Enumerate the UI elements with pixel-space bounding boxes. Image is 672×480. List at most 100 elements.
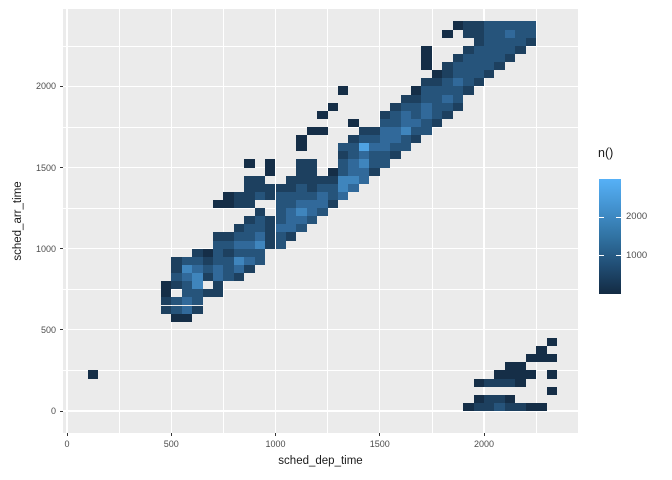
bin2d-tile	[442, 102, 453, 111]
bin2d-tile	[212, 273, 224, 282]
bin2d-tile	[442, 86, 453, 95]
bin2d-tile	[265, 191, 276, 200]
bin2d-tile	[202, 248, 213, 257]
bin2d-tile	[504, 21, 516, 30]
bin2d-tile	[484, 45, 495, 54]
bin2d-tile	[421, 78, 432, 87]
gridline-major-y	[63, 329, 578, 331]
bin2d-tile	[212, 264, 224, 274]
legend-tick-mark	[616, 255, 621, 257]
bin2d-tile	[400, 126, 412, 136]
bin2d-tile	[431, 110, 443, 119]
bin2d-tile	[348, 183, 359, 192]
gridline-major-y	[63, 166, 578, 169]
bin2d-tile	[494, 402, 505, 411]
bin2d-tile	[338, 191, 349, 200]
bin2d-tile	[452, 78, 464, 87]
bin2d-tile	[504, 29, 516, 38]
bin2d-tile	[348, 175, 359, 184]
bin2d-tile	[317, 183, 328, 192]
bin2d-tile	[296, 183, 307, 192]
bin2d-tile	[212, 248, 224, 257]
bin2d-tile	[348, 118, 359, 127]
bin2d-tile	[431, 94, 443, 103]
y-axis-tick	[59, 410, 63, 412]
bin2d-tile	[296, 224, 307, 233]
bin2d-tile	[244, 191, 255, 200]
gridline-major-x	[483, 9, 485, 433]
bin2d-tile	[317, 175, 328, 184]
bin2d-tile	[244, 240, 255, 249]
bin2d-tile	[296, 167, 307, 176]
bin2d-tile	[160, 281, 172, 290]
bin2d-tile	[358, 135, 370, 144]
bin2d-tile	[181, 313, 193, 322]
bin2d-tile	[463, 21, 474, 30]
gridline-minor-y	[63, 45, 578, 47]
bin2d-tile	[317, 126, 328, 136]
y-axis-tick	[59, 329, 63, 331]
bin2d-tile	[244, 256, 255, 265]
bin2d-tile	[504, 394, 516, 403]
bin2d-tile	[515, 402, 526, 411]
bin2d-tile	[431, 118, 443, 127]
bin2d-tile	[212, 256, 224, 265]
bin2d-tile	[244, 200, 255, 209]
bin2d-tile	[244, 232, 255, 241]
bin2d-tile	[348, 143, 359, 152]
bin2d-tile	[463, 86, 474, 95]
bin2d-tile	[244, 248, 255, 257]
bin2d-tile	[358, 151, 370, 160]
x-axis-tick	[275, 433, 276, 436]
bin2d-tile	[265, 167, 276, 176]
bin2d-tile	[254, 248, 266, 257]
bin2d-tile	[494, 21, 505, 30]
bin2d-tile	[233, 273, 245, 282]
bin2d-tile	[244, 159, 255, 168]
gridline-minor-y	[63, 207, 578, 209]
bin2d-tile	[233, 200, 245, 209]
bin2d-tile	[306, 200, 318, 209]
bin2d-tile	[546, 386, 557, 395]
bin2d-tile	[296, 191, 307, 200]
bin2d-tile	[202, 264, 213, 274]
bin2d-tile	[285, 216, 297, 225]
bin2d-tile	[452, 102, 464, 111]
bin2d-tile	[421, 86, 432, 95]
bin2d-tile	[275, 240, 286, 249]
bin2d-tile	[463, 62, 474, 71]
bin2d-tile	[296, 175, 307, 184]
bin2d-tile	[525, 354, 537, 363]
bin2d-tile	[484, 378, 495, 387]
legend-gradient-bar	[599, 179, 621, 294]
y-axis-tick	[59, 248, 63, 250]
gridline-minor-x	[118, 9, 120, 433]
bin2d-tile	[452, 53, 464, 63]
bin2d-tile	[515, 378, 526, 387]
bin2d-tile	[431, 78, 443, 87]
bin2d-tile	[181, 264, 193, 274]
legend-tick-mark	[616, 216, 621, 218]
bin2d-tile	[379, 135, 391, 144]
bin2d-tile	[473, 402, 484, 411]
bin2d-tile	[463, 29, 474, 38]
y-tick-label: 0	[50, 406, 56, 416]
bin2d-tile	[223, 248, 234, 257]
bin2d-tile	[327, 102, 339, 111]
bin2d-tile	[515, 21, 526, 30]
gridline-minor-x	[431, 9, 433, 433]
legend-tick-mark	[599, 255, 604, 257]
bin2d-tile	[181, 297, 193, 306]
bin2d-tile	[463, 78, 474, 87]
bin2d-tile	[348, 159, 359, 168]
bin2d-tile	[452, 70, 464, 79]
bin2d-tile	[254, 175, 266, 184]
bin2d-tile	[306, 167, 318, 176]
bin2d-tile	[379, 126, 391, 136]
bin2d-tile	[212, 200, 224, 209]
bin2d-tile	[421, 118, 432, 127]
bin2d-tile	[421, 102, 432, 111]
bin2d-tile	[390, 102, 401, 111]
y-tick-label: 2000	[35, 81, 56, 92]
bin2d-tile	[212, 240, 224, 249]
